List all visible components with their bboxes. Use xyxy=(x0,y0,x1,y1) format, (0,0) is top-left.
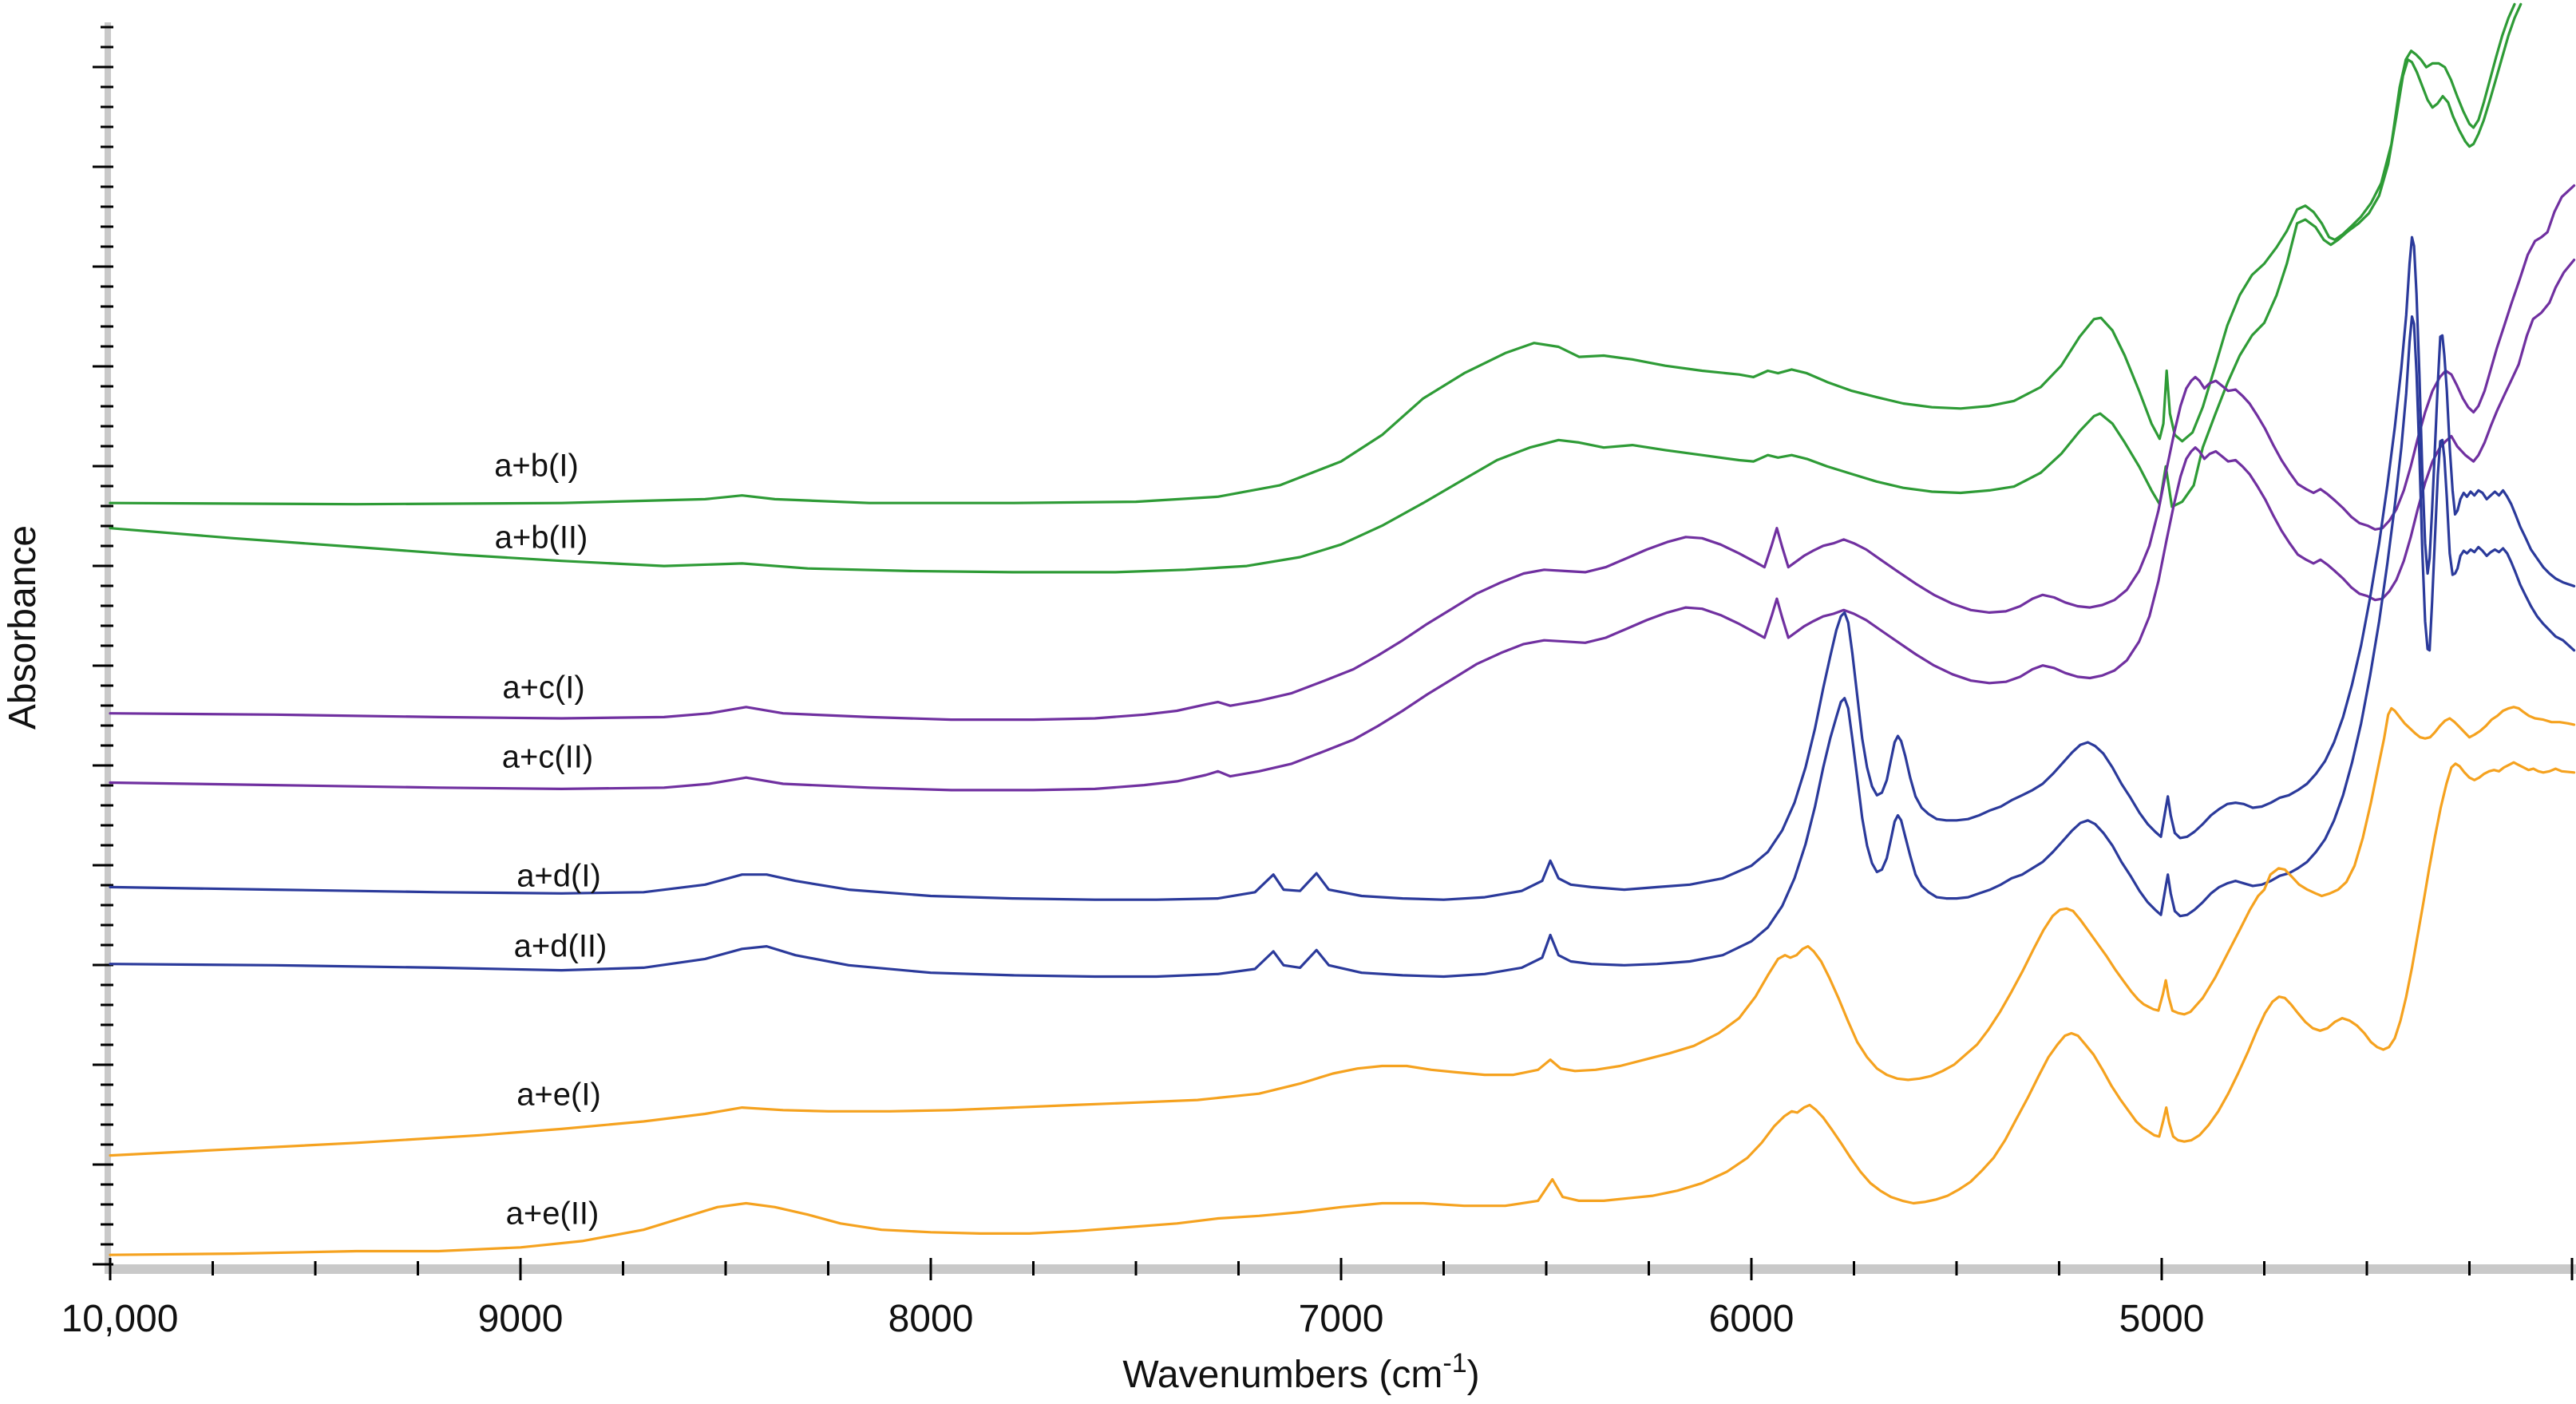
curve-label-a+c(I): a+c(I) xyxy=(502,670,584,706)
curve-label-a+d(I): a+d(I) xyxy=(516,859,601,894)
curve-label-a+e(I): a+e(I) xyxy=(516,1078,601,1113)
x-axis-title: Wavenumbers (cm-1) xyxy=(1122,1348,1479,1396)
spectrum-curve-a+d(II) xyxy=(109,315,2576,979)
spectrum-curve-a+b(I) xyxy=(109,2,2516,506)
spectrum-curve-a+e(II) xyxy=(109,761,2576,1256)
curve-label-a+e(II): a+e(II) xyxy=(506,1196,599,1232)
y-axis-ticks xyxy=(93,26,113,1266)
x-tick-label: 5000 xyxy=(2119,1298,2205,1340)
y-axis-title: Absorbance xyxy=(2,525,44,730)
spectrum-curve-a+c(II) xyxy=(109,259,2576,792)
y-axis-bar xyxy=(105,22,111,1274)
curve-labels: a+b(I) a+b(II) a+c(I) a+c(II) a+d(I) a+d(II) a… xyxy=(494,449,607,1232)
curve-label-a+b(I): a+b(I) xyxy=(494,449,579,484)
curve-label-a+b(II): a+b(II) xyxy=(495,520,588,556)
spectrum-curve-a+e(I) xyxy=(109,706,2576,1157)
spectrum-curve-a+c(I) xyxy=(109,184,2576,722)
x-tick-label: 8000 xyxy=(888,1298,974,1340)
x-tick-labels: 10,000 9000 8000 7000 6000 5000 xyxy=(61,1298,2205,1340)
x-tick-label: 7000 xyxy=(1299,1298,1384,1340)
curve-label-a+c(II): a+c(II) xyxy=(502,740,593,775)
spectrum-curve-a+d(I) xyxy=(109,235,2576,901)
x-tick-label: 10,000 xyxy=(61,1298,179,1340)
x-tick-label: 9000 xyxy=(478,1298,564,1340)
spectrum-curve-a+b(II) xyxy=(109,2,2523,574)
spectra-curves xyxy=(109,2,2576,1256)
curve-label-a+d(II): a+d(II) xyxy=(514,929,607,964)
x-tick-label: 6000 xyxy=(1709,1298,1794,1340)
x-axis-ticks xyxy=(109,1258,2574,1280)
